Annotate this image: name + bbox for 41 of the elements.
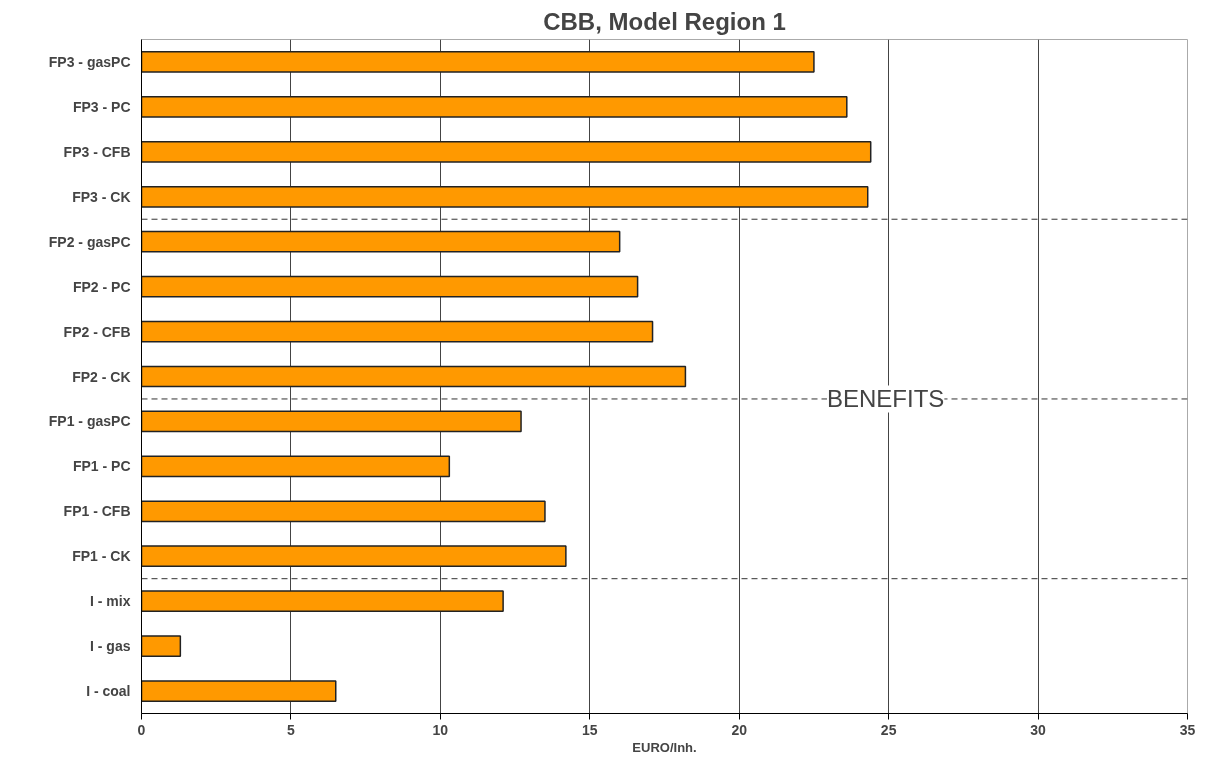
x-tick-label: 20 [731, 721, 748, 738]
x-tick-label: 15 [582, 721, 598, 738]
bar [141, 500, 546, 523]
y-tick-label: FP2 - CFB [63, 323, 131, 340]
x-tick-label: 0 [137, 721, 146, 738]
y-tick-label: FP3 - CFB [63, 143, 131, 160]
bar [141, 365, 687, 388]
y-tick-label: FP2 - CK [72, 368, 131, 385]
bar [141, 410, 522, 433]
bar [141, 545, 567, 568]
bar [141, 275, 639, 298]
y-tick-label: I - coal [86, 683, 131, 700]
y-tick-label: FP1 - CK [72, 548, 131, 565]
x-tick-label: 5 [287, 721, 296, 738]
bar [141, 320, 654, 343]
bar [141, 635, 182, 657]
bar [141, 185, 869, 208]
bar [141, 96, 848, 118]
bar [141, 230, 621, 253]
y-tick-label: FP3 - CK [72, 188, 131, 205]
bar [141, 455, 451, 478]
bar [141, 51, 815, 73]
bar [141, 680, 337, 702]
bar [141, 140, 872, 163]
y-tick-label: I - mix [90, 593, 131, 610]
y-tick-label: FP3 - PC [72, 98, 131, 115]
bar [141, 590, 504, 613]
y-tick-label: I - gas [90, 638, 131, 655]
x-axis-title: EURO/Inh. [632, 739, 697, 755]
y-tick-label: FP1 - PC [72, 458, 131, 475]
y-tick-label: FP1 - gasPC [48, 413, 131, 430]
chart-title: CBB, Model Region 1 [543, 7, 786, 35]
y-tick-label: FP1 - CFB [63, 503, 131, 520]
y-tick-label: FP3 - gasPC [48, 53, 131, 70]
x-tick-label: 25 [880, 721, 897, 738]
x-tick-label: 10 [432, 721, 449, 738]
x-tick-label: 30 [1030, 721, 1047, 738]
x-tick-label: 35 [1179, 721, 1196, 738]
annotation: BENEFITS [826, 385, 945, 413]
y-tick-label: FP2 - PC [72, 278, 131, 295]
y-tick-label: FP2 - gasPC [48, 233, 131, 250]
